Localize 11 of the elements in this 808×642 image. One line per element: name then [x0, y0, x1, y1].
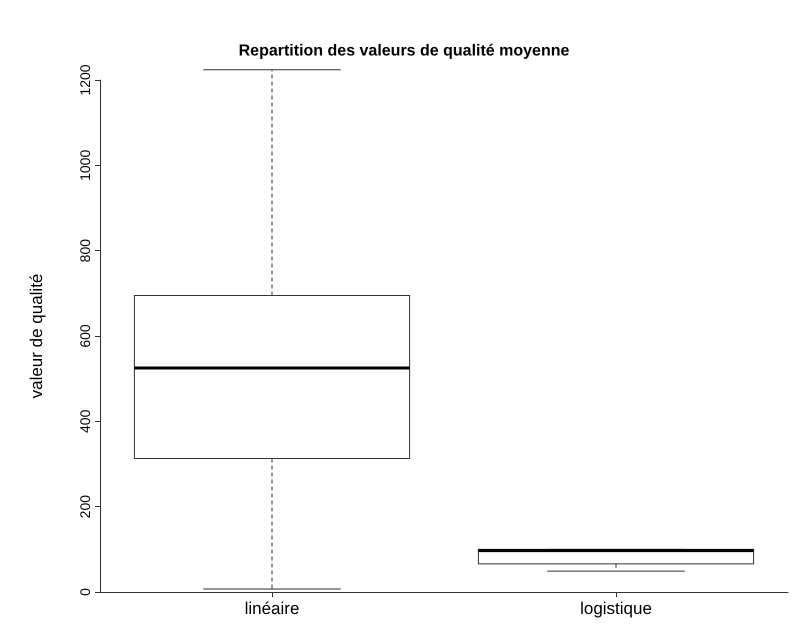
y-tick-label: 200	[77, 494, 93, 518]
x-tick-label: logistique	[580, 599, 652, 618]
y-tick-label: 0	[77, 588, 93, 596]
y-tick-label: 1200	[77, 64, 93, 96]
y-tick-label: 800	[77, 238, 93, 262]
y-tick-label: 1000	[77, 150, 93, 181]
chart-title: Repartition des valeurs de qualité moyenne	[238, 42, 570, 60]
y-tick-label: 600	[77, 324, 93, 348]
x-tick-label: linéaire	[244, 599, 300, 618]
y-axis-title: valeur de qualité	[27, 274, 46, 398]
y-tick-label: 400	[77, 409, 93, 434]
